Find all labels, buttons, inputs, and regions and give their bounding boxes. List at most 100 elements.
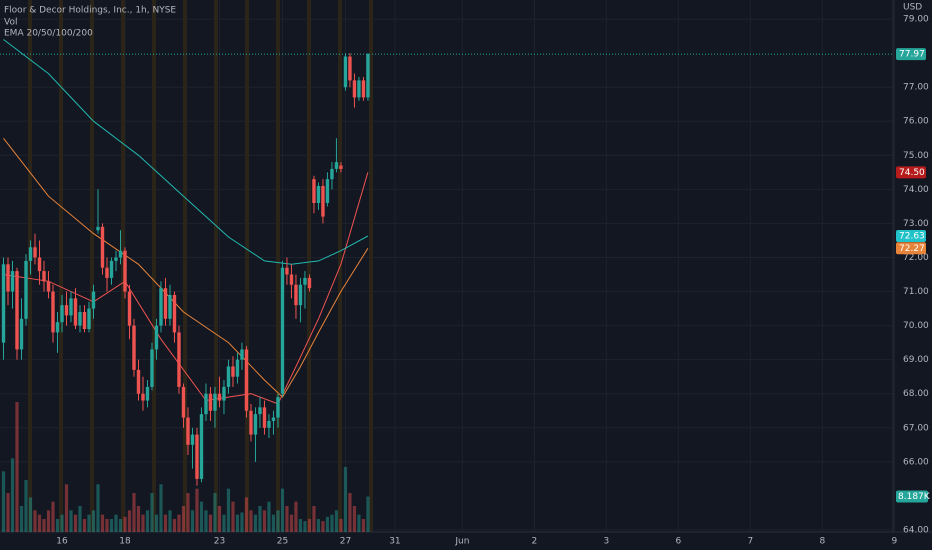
x-tick-label: 3: [604, 537, 610, 547]
candle-body: [28, 247, 33, 261]
volume-bar: [262, 510, 267, 532]
candle-body: [186, 417, 190, 445]
volume-bar: [312, 506, 316, 532]
volume-bar: [186, 493, 190, 532]
candle-body: [109, 260, 114, 278]
volume-bar: [69, 510, 73, 532]
volume-bar: [352, 506, 357, 532]
volume-label: 8.187K: [898, 492, 931, 502]
volume-bar: [132, 493, 136, 532]
candle-body: [10, 271, 15, 292]
session-stripe: [276, 0, 280, 532]
candle-body: [357, 80, 361, 98]
x-tick-label: 7: [748, 537, 754, 547]
volume-bar: [15, 402, 19, 532]
session-stripe: [183, 0, 187, 532]
volume-bar: [55, 519, 60, 532]
volume-bar: [303, 521, 307, 532]
volume-bar: [357, 514, 361, 532]
volume-bar: [109, 519, 114, 532]
candle-body: [42, 271, 46, 282]
volume-bar: [6, 493, 10, 532]
candle-body: [78, 311, 82, 326]
price-label: 72.27: [899, 244, 925, 254]
volume-bar: [172, 519, 177, 532]
volume-bar: [190, 510, 195, 532]
x-tick-label: 9: [891, 537, 897, 547]
session-stripe: [90, 0, 94, 532]
volume-bar: [240, 512, 244, 532]
candle-body: [298, 284, 303, 306]
session-stripe: [152, 0, 156, 532]
volume-bar: [33, 510, 37, 532]
candle-body: [289, 274, 294, 285]
volume-bar: [366, 496, 370, 532]
volume-bar: [267, 501, 271, 532]
candle-body: [145, 386, 150, 401]
candle-body: [249, 410, 253, 435]
candle-body: [51, 291, 55, 333]
y-tick-label: 68.00: [903, 389, 929, 399]
volume-bar: [195, 488, 199, 532]
candle-body: [343, 56, 348, 88]
volume-bar: [316, 519, 321, 532]
session-stripe: [28, 0, 32, 532]
volume-bar: [78, 506, 82, 532]
session-stripe: [245, 0, 249, 532]
volume-bar: [82, 519, 87, 532]
candle-body: [24, 260, 28, 319]
volume-label-bg: [896, 490, 928, 503]
y-tick-label: 77.00: [903, 83, 929, 93]
price-label-bg: [896, 242, 926, 255]
y-tick-label: 71.00: [903, 287, 929, 297]
volume-bar: [343, 467, 348, 532]
volume-bar: [73, 514, 78, 532]
volume-bar: [258, 506, 262, 532]
x-tick-label: 27: [340, 537, 351, 547]
volume-bar: [204, 510, 208, 532]
candle-body: [307, 277, 312, 289]
candle-body: [168, 294, 172, 319]
candle-body: [316, 185, 321, 203]
candle-body: [96, 226, 100, 231]
price-label: 72.63: [899, 232, 925, 242]
candle-body: [172, 294, 177, 333]
candle-body: [213, 393, 217, 411]
price-label: 74.50: [899, 168, 925, 178]
candle-body: [244, 349, 249, 411]
y-tick-label: 74.00: [903, 185, 929, 195]
candle-body: [154, 325, 159, 350]
candle-body: [195, 434, 199, 479]
price-label-bg: [896, 48, 926, 61]
candle-body: [91, 291, 96, 309]
y-tick-label: 67.00: [903, 423, 929, 433]
candle-body: [177, 332, 181, 387]
candle-body: [208, 393, 213, 411]
session-stripe: [307, 0, 311, 532]
price-label: 77.97: [899, 50, 925, 60]
volume-bar: [199, 501, 204, 532]
candle-body: [235, 359, 240, 377]
x-tick-label: Jun: [454, 537, 469, 547]
x-tick-label: 8: [819, 537, 825, 547]
session-stripe: [214, 0, 218, 532]
y-tick-label: 73.00: [903, 219, 929, 229]
ema-line: [3, 172, 369, 405]
volume-bar: [100, 514, 105, 532]
volume-bar: [24, 480, 28, 532]
candle-body: [303, 277, 307, 285]
candle-body: [132, 325, 136, 370]
candle-body: [352, 80, 357, 98]
volume-bar: [298, 519, 303, 532]
candle-body: [280, 267, 285, 394]
volume-bar: [42, 519, 46, 532]
volume-bar: [226, 488, 231, 532]
volume-bar: [91, 510, 96, 532]
y-tick-label: 72.00: [903, 253, 929, 263]
volume-bar: [325, 516, 330, 532]
candle-body: [258, 407, 262, 415]
candle-body: [73, 298, 78, 326]
candle-body: [82, 311, 87, 330]
volume-bar: [235, 514, 240, 532]
